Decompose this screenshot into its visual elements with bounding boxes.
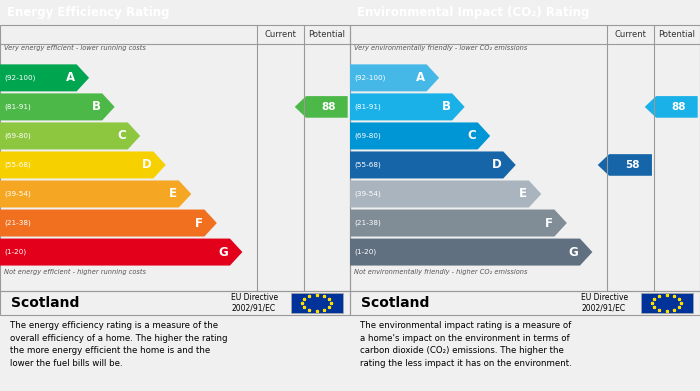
Polygon shape — [350, 210, 567, 237]
Text: (1-20): (1-20) — [4, 249, 27, 255]
Text: (39-54): (39-54) — [354, 191, 381, 197]
FancyBboxPatch shape — [290, 293, 343, 313]
Text: F: F — [195, 217, 203, 230]
Text: C: C — [118, 129, 126, 142]
FancyBboxPatch shape — [640, 293, 693, 313]
Text: (92-100): (92-100) — [354, 75, 386, 81]
Polygon shape — [0, 93, 115, 120]
Text: G: G — [218, 246, 228, 258]
Text: Energy Efficiency Rating: Energy Efficiency Rating — [7, 6, 169, 19]
Text: D: D — [492, 158, 501, 172]
Text: (55-68): (55-68) — [4, 162, 31, 168]
Text: Very environmentally friendly - lower CO₂ emissions: Very environmentally friendly - lower CO… — [354, 45, 527, 51]
Text: Scotland: Scotland — [360, 296, 429, 310]
Text: Not energy efficient - higher running costs: Not energy efficient - higher running co… — [4, 269, 146, 275]
Text: The environmental impact rating is a measure of
a home's impact on the environme: The environmental impact rating is a mea… — [360, 321, 573, 368]
Text: 88: 88 — [672, 102, 686, 112]
Text: Very energy efficient - lower running costs: Very energy efficient - lower running co… — [4, 45, 146, 51]
Text: (69-80): (69-80) — [4, 133, 31, 139]
Polygon shape — [0, 151, 166, 178]
Text: (55-68): (55-68) — [354, 162, 381, 168]
Text: C: C — [468, 129, 476, 142]
Text: E: E — [169, 188, 177, 201]
Text: Current: Current — [265, 30, 297, 39]
Polygon shape — [0, 210, 217, 237]
Polygon shape — [0, 181, 191, 208]
Polygon shape — [0, 122, 140, 149]
Text: (21-38): (21-38) — [354, 220, 381, 226]
Polygon shape — [350, 151, 516, 178]
Text: E: E — [519, 188, 527, 201]
Text: F: F — [545, 217, 553, 230]
Text: A: A — [416, 72, 425, 84]
Text: (81-91): (81-91) — [4, 104, 31, 110]
Polygon shape — [598, 154, 652, 176]
Text: (81-91): (81-91) — [354, 104, 381, 110]
Text: 58: 58 — [625, 160, 640, 170]
Text: 88: 88 — [322, 102, 336, 112]
Text: (1-20): (1-20) — [354, 249, 377, 255]
Text: B: B — [92, 100, 101, 113]
Polygon shape — [350, 239, 592, 265]
Text: D: D — [142, 158, 152, 172]
Polygon shape — [350, 181, 541, 208]
Polygon shape — [350, 122, 490, 149]
Text: Environmental Impact (CO₂) Rating: Environmental Impact (CO₂) Rating — [357, 6, 589, 19]
Text: EU Directive
2002/91/EC: EU Directive 2002/91/EC — [581, 293, 628, 313]
Text: Not environmentally friendly - higher CO₂ emissions: Not environmentally friendly - higher CO… — [354, 269, 527, 275]
Text: A: A — [66, 72, 75, 84]
Text: Scotland: Scotland — [10, 296, 79, 310]
Polygon shape — [0, 239, 242, 265]
Polygon shape — [350, 65, 439, 91]
Text: Current: Current — [615, 30, 647, 39]
Text: The energy efficiency rating is a measure of the
overall efficiency of a home. T: The energy efficiency rating is a measur… — [10, 321, 228, 368]
Text: G: G — [568, 246, 578, 258]
Text: Potential: Potential — [659, 30, 695, 39]
Text: (92-100): (92-100) — [4, 75, 36, 81]
Polygon shape — [0, 65, 89, 91]
Text: (69-80): (69-80) — [354, 133, 381, 139]
Polygon shape — [295, 96, 348, 118]
Text: EU Directive
2002/91/EC: EU Directive 2002/91/EC — [231, 293, 278, 313]
Text: (21-38): (21-38) — [4, 220, 31, 226]
Text: Potential: Potential — [309, 30, 345, 39]
Polygon shape — [645, 96, 698, 118]
Text: B: B — [442, 100, 451, 113]
Text: (39-54): (39-54) — [4, 191, 31, 197]
Polygon shape — [350, 93, 465, 120]
